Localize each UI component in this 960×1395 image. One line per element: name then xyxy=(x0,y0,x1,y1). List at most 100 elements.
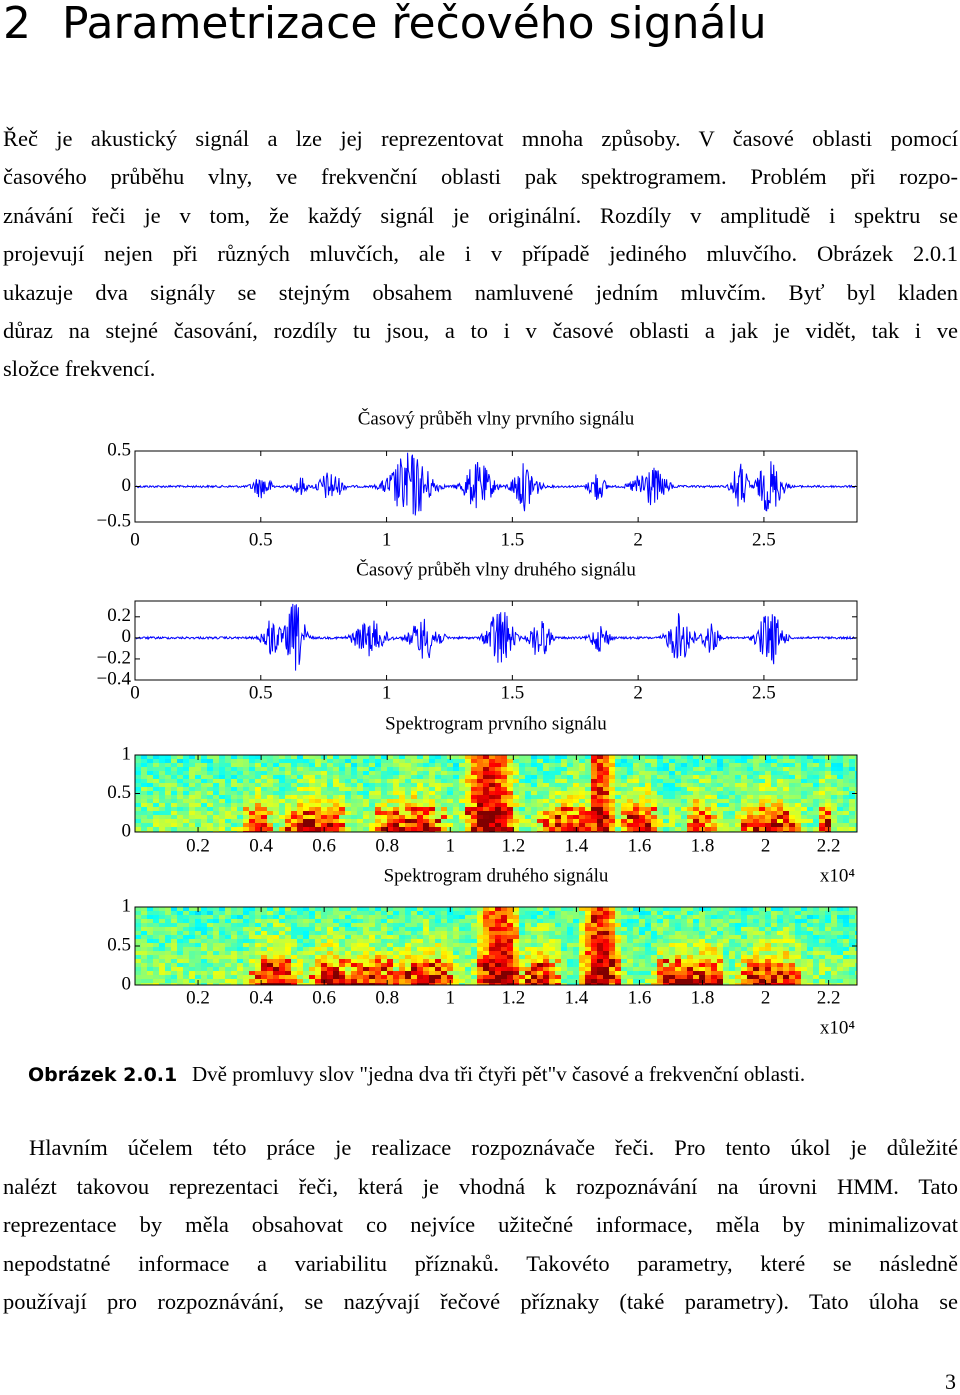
spectrogram-cell xyxy=(567,947,573,951)
spectrogram-cell xyxy=(741,767,747,771)
spectrogram-cell xyxy=(201,799,207,803)
spectrogram-cell xyxy=(237,767,243,771)
spectrogram-cell xyxy=(459,971,465,975)
spectrogram-cell xyxy=(519,771,525,775)
spectrogram-cell xyxy=(327,947,333,951)
spectrogram-cell xyxy=(429,919,435,923)
spectrogram-cell xyxy=(675,811,681,815)
spectrogram-cell xyxy=(357,955,363,959)
spectrogram-cell xyxy=(387,787,393,791)
spectrogram-cell xyxy=(531,927,537,931)
spectrogram-cell xyxy=(459,915,465,919)
spectrogram-cell xyxy=(525,775,531,779)
spectrogram-cell xyxy=(297,807,303,811)
spectrogram-cell xyxy=(171,931,177,935)
spectrogram-cell xyxy=(189,807,195,811)
spectrogram-cell xyxy=(291,955,297,959)
spectrogram-cell xyxy=(471,915,477,919)
spectrogram-cell xyxy=(195,811,201,815)
spectrogram-cell xyxy=(321,799,327,803)
spectrogram-cell xyxy=(501,955,507,959)
spectrogram-cell xyxy=(147,799,153,803)
spectrogram-cell xyxy=(753,771,759,775)
spectrogram-cell xyxy=(381,943,387,947)
spectrogram-cell xyxy=(309,943,315,947)
spectrogram-cell xyxy=(399,803,405,807)
spectrogram-cell xyxy=(243,783,249,787)
spectrogram-cell xyxy=(261,939,267,943)
spectrogram-cell xyxy=(411,951,417,955)
spectrogram-cell xyxy=(687,799,693,803)
spectrogram-cell xyxy=(651,779,657,783)
spectrogram-cell xyxy=(345,779,351,783)
spectrogram-cell xyxy=(453,919,459,923)
spectrogram-cell xyxy=(309,959,315,963)
spectrogram-cell xyxy=(765,807,771,811)
spectrogram-cell xyxy=(483,967,489,971)
spectrogram-cell xyxy=(531,955,537,959)
spectrogram-cell xyxy=(729,819,735,823)
spectrogram-cell xyxy=(141,935,147,939)
spectrogram-cell xyxy=(687,791,693,795)
spectrogram-cell xyxy=(411,823,417,827)
spectrogram-cell xyxy=(723,955,729,959)
spectrogram-cell xyxy=(693,935,699,939)
spectrogram-cell xyxy=(381,787,387,791)
spectrogram-cell xyxy=(195,819,201,823)
spectrogram-cell xyxy=(681,807,687,811)
spectrogram-cell xyxy=(795,795,801,799)
spectrogram-cell xyxy=(711,971,717,975)
spectrogram-cell xyxy=(657,779,663,783)
spectrogram-cell xyxy=(315,755,321,759)
spectrogram-cell xyxy=(807,963,813,967)
spectrogram-cell xyxy=(741,979,747,983)
spectrogram-cell xyxy=(429,779,435,783)
spectrogram-cell xyxy=(183,799,189,803)
spectrogram-cell xyxy=(783,931,789,935)
spectrogram-cell xyxy=(261,959,267,963)
spectrogram-cell xyxy=(483,811,489,815)
spectrogram-cell xyxy=(531,815,537,819)
spectrogram-cell xyxy=(201,807,207,811)
spectrogram-cell xyxy=(663,935,669,939)
spectrogram-cell xyxy=(405,807,411,811)
spectrogram-cell xyxy=(279,943,285,947)
spectrogram-cell xyxy=(261,827,267,831)
spectrogram-cell xyxy=(333,935,339,939)
spectrogram-cell xyxy=(567,935,573,939)
spectrogram-cell xyxy=(495,979,501,983)
spectrogram-cell xyxy=(279,767,285,771)
spectrogram-cell xyxy=(849,935,855,939)
spectrogram-cell xyxy=(663,799,669,803)
spectrogram-cell xyxy=(801,923,807,927)
spectrogram-cell xyxy=(291,967,297,971)
y-tick-label: 0 xyxy=(122,475,132,496)
spectrogram-cell xyxy=(813,795,819,799)
spectrogram-cell xyxy=(795,775,801,779)
spectrogram-cell xyxy=(831,819,837,823)
spectrogram-cell xyxy=(621,787,627,791)
spectrogram-cell xyxy=(573,939,579,943)
spectrogram-cell xyxy=(207,815,213,819)
spectrogram-cell xyxy=(423,939,429,943)
spectrogram-cell xyxy=(249,943,255,947)
spectrogram-cell xyxy=(585,943,591,947)
spectrogram-cell xyxy=(639,787,645,791)
spectrogram-cell xyxy=(747,807,753,811)
spectrogram-cell xyxy=(573,919,579,923)
spectrogram-cell xyxy=(591,827,597,831)
spectrogram-cell xyxy=(453,951,459,955)
spectrogram-cell xyxy=(543,923,549,927)
spectrogram-cell xyxy=(453,959,459,963)
spectrogram-cell xyxy=(699,811,705,815)
spectrogram-cell xyxy=(549,759,555,763)
spectrogram-cell xyxy=(357,775,363,779)
spectrogram-cell xyxy=(621,799,627,803)
spectrogram-cell xyxy=(825,975,831,979)
spectrogram-cell xyxy=(441,947,447,951)
spectrogram-cell xyxy=(267,807,273,811)
spectrogram-cell xyxy=(321,927,327,931)
spectrogram-cell xyxy=(489,775,495,779)
spectrogram-cell xyxy=(351,791,357,795)
spectrogram-cell xyxy=(327,919,333,923)
